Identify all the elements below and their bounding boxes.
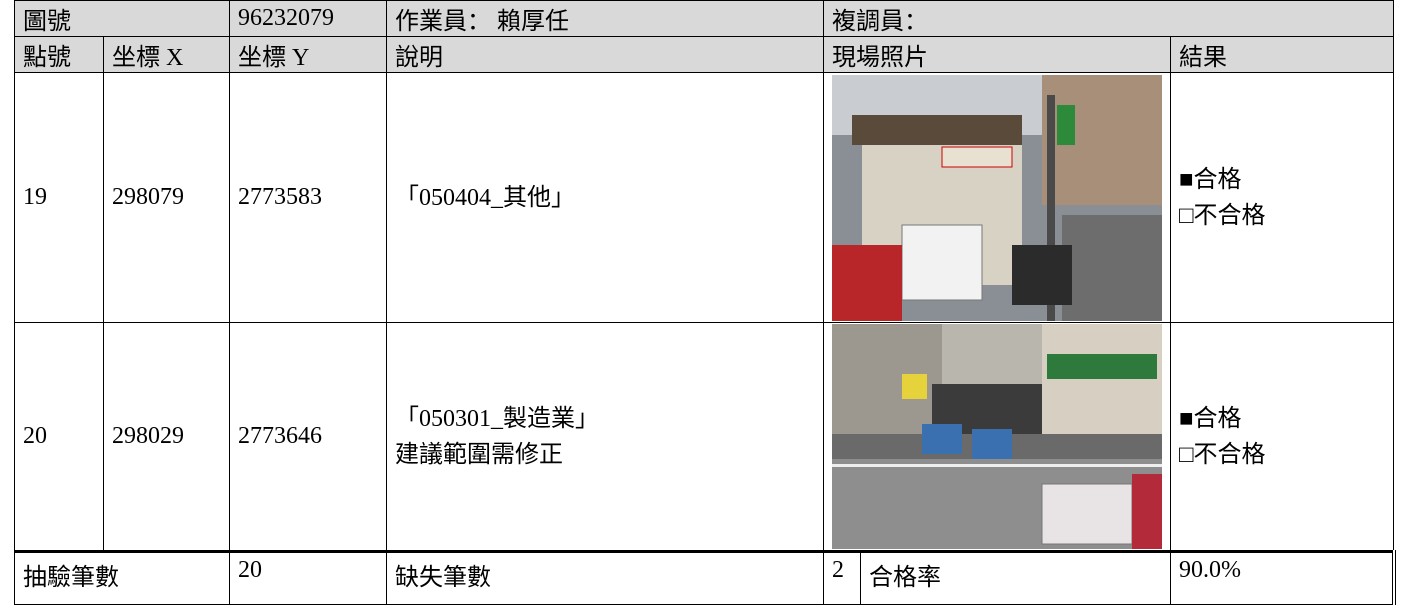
result-line: ■合格 (1179, 405, 1242, 432)
description-line: 建議範圍需修正 (395, 441, 563, 468)
point: 20 (14, 322, 104, 552)
pass-rate-label: 合格率 (860, 550, 1171, 605)
result-line: ■合格 (1179, 166, 1242, 193)
pass-rate: 90.0% (1169, 550, 1396, 605)
result: ■合格 □不合格 (1169, 72, 1395, 323)
coord-x: 298029 (103, 322, 230, 552)
photo-cell (823, 322, 1171, 552)
header-row: 圖號 96232079 作業員： 賴厚任 複調員： (14, 0, 1395, 37)
column-header-row: 點號 坐標 X 坐標 Y 說明 現場照片 結果 (14, 36, 1395, 73)
description: 「050404_其他」 (386, 72, 824, 323)
description-line: 「050301_製造業」 (395, 405, 599, 432)
coord-y: 2773646 (229, 322, 387, 552)
point: 19 (14, 72, 104, 323)
column-header: 點號 (14, 36, 104, 73)
reviewer: 複調員： (822, 0, 1395, 37)
coord-x: 298079 (103, 72, 230, 323)
result-line: □不合格 (1179, 202, 1266, 229)
photo-cell (823, 72, 1171, 323)
inspection-table: 圖號 96232079 作業員： 賴厚任 複調員： 點號 坐標 X 坐標 Y 說… (14, 0, 1396, 605)
defect-count: 2 (823, 550, 861, 605)
site-photo (832, 74, 1162, 321)
column-header: 現場照片 (823, 36, 1171, 73)
coord-y: 2773583 (229, 72, 387, 323)
column-header: 結果 (1169, 36, 1395, 73)
description-line: 「050404_其他」 (395, 184, 575, 211)
sample-label: 抽驗筆數 (14, 550, 230, 605)
data-row: 19 298079 2773583 「050404_其他」 ■合格 □不合格 (14, 72, 1395, 323)
footer-row: 抽驗筆數 20 缺失筆數 2 合格率 90.0% (14, 550, 1396, 605)
defect-label: 缺失筆數 (386, 550, 824, 605)
column-header: 坐標 Y (229, 36, 387, 73)
site-photo (832, 324, 1162, 549)
data-row: 20 298029 2773646 「050301_製造業」 建議範圍需修正 ■合… (14, 322, 1395, 552)
column-header: 說明 (386, 36, 824, 73)
column-header: 坐標 X (103, 36, 230, 73)
result: ■合格 □不合格 (1169, 322, 1395, 552)
operator: 作業員： 賴厚任 (386, 0, 824, 37)
sample-count: 20 (229, 550, 387, 605)
map-number: 96232079 (229, 0, 387, 37)
map-label: 圖號 (14, 0, 230, 37)
result-line: □不合格 (1179, 441, 1266, 468)
description: 「050301_製造業」 建議範圍需修正 (386, 322, 824, 552)
